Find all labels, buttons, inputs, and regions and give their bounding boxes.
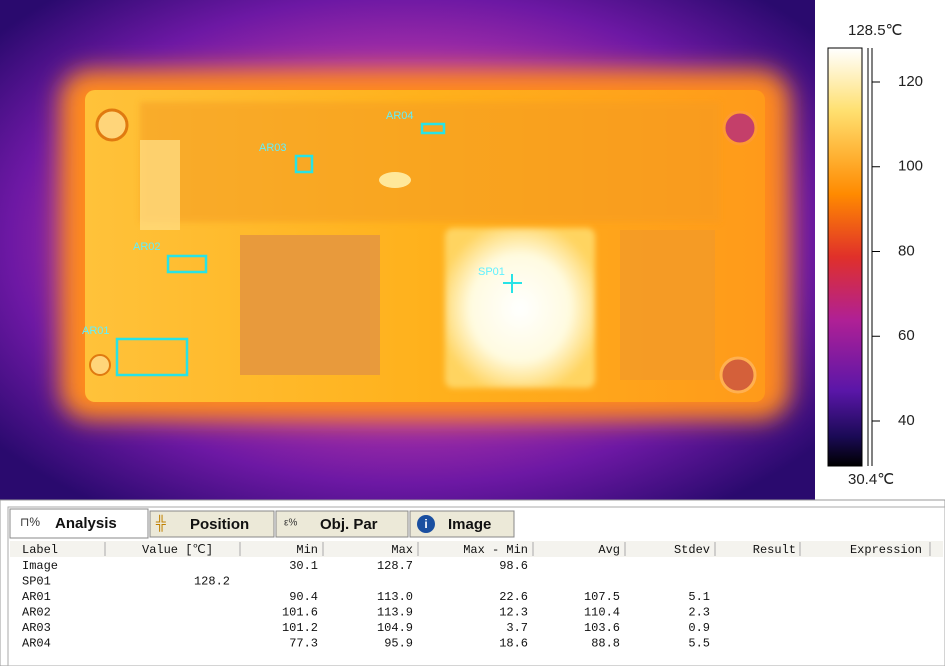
scale-tick-label: 60 <box>898 327 915 344</box>
table-cell: 104.9 <box>377 621 413 635</box>
thermal-image: AR01 AR02 AR03 AR04 SP01 <box>0 0 815 500</box>
table-cell: Image <box>22 559 58 573</box>
table-cell: 12.3 <box>499 606 528 620</box>
column-header: Avg <box>598 543 620 557</box>
icon <box>417 515 435 533</box>
table-cell: 88.8 <box>591 637 620 651</box>
icon: ⊓% <box>20 515 40 529</box>
area-label: AR04 <box>386 110 414 122</box>
table-cell: 113.9 <box>377 606 413 620</box>
column-header: Max - Min <box>463 543 528 557</box>
area-box <box>294 154 314 174</box>
table-cell: 128.2 <box>194 575 230 589</box>
scale-tick-label: 120 <box>898 73 923 90</box>
table-header <box>10 541 943 557</box>
scale-tick-label: 100 <box>898 158 923 175</box>
icon: ╬ <box>155 515 167 533</box>
table-cell: 30.1 <box>289 559 318 573</box>
column-header: Stdev <box>674 543 710 557</box>
icon: ε% <box>284 518 297 529</box>
spot-crosshair <box>503 274 522 293</box>
tab-label[interactable]: Image <box>448 516 491 533</box>
table-cell: SP01 <box>22 575 51 589</box>
table-cell: AR04 <box>22 637 51 651</box>
column-header: Expression <box>850 543 922 557</box>
column-header: Max <box>391 543 413 557</box>
spot-label: SP01 <box>478 266 505 278</box>
table-cell: 101.2 <box>282 621 318 635</box>
table-cell: 3.7 <box>506 621 528 635</box>
tab-label[interactable]: Position <box>190 516 249 533</box>
table-cell: AR01 <box>22 590 51 604</box>
table-cell: 107.5 <box>584 590 620 604</box>
table-cell: AR02 <box>22 606 51 620</box>
table-cell: 95.9 <box>384 637 413 651</box>
table-cell: 110.4 <box>584 606 620 620</box>
tab[interactable] <box>149 510 275 538</box>
table-cell: 98.6 <box>499 559 528 573</box>
scale-tick-label: 40 <box>898 412 915 429</box>
scale-max: 128.5℃ <box>848 22 902 39</box>
tab[interactable] <box>275 510 409 538</box>
table-cell: 101.6 <box>282 606 318 620</box>
table-cell: 5.5 <box>688 637 710 651</box>
area-box <box>115 337 189 377</box>
scale-min: 30.4℃ <box>848 471 894 488</box>
icon: i <box>424 517 427 531</box>
tab-label[interactable]: Obj. Par <box>320 516 378 533</box>
table-cell: 90.4 <box>289 590 318 604</box>
area-box <box>420 122 446 135</box>
color-scale: 128.5℃ 30.4℃ 120 100 80 60 40 <box>815 0 945 500</box>
area-label: AR03 <box>259 142 287 154</box>
tab-bar: ⊓% ╬ ε% i Analysis Position Obj. Par Ima… <box>9 508 515 539</box>
table-cell: 5.1 <box>688 590 710 604</box>
scale-tick-label: 80 <box>898 242 915 259</box>
column-header: Result <box>753 543 796 557</box>
table-cell: 2.3 <box>688 606 710 620</box>
table-cell: 113.0 <box>377 590 413 604</box>
results-table: Label Value [℃] Min Max Max - Min Avg Stdev Res… <box>10 541 943 651</box>
table-cell: 18.6 <box>499 637 528 651</box>
table-cell: AR03 <box>22 621 51 635</box>
tab[interactable] <box>9 508 149 539</box>
area-box <box>166 254 208 274</box>
table-cell: 77.3 <box>289 637 318 651</box>
table-cell: 128.7 <box>377 559 413 573</box>
column-header: Min <box>296 543 318 557</box>
area-label: AR02 <box>133 241 161 253</box>
table-cell: 22.6 <box>499 590 528 604</box>
table-cell: 0.9 <box>688 621 710 635</box>
column-header: Value [℃] <box>142 543 213 557</box>
area-label: AR01 <box>82 325 110 337</box>
column-header: Label <box>22 543 58 557</box>
tab-label[interactable]: Analysis <box>55 515 117 532</box>
table-cell: 103.6 <box>584 621 620 635</box>
